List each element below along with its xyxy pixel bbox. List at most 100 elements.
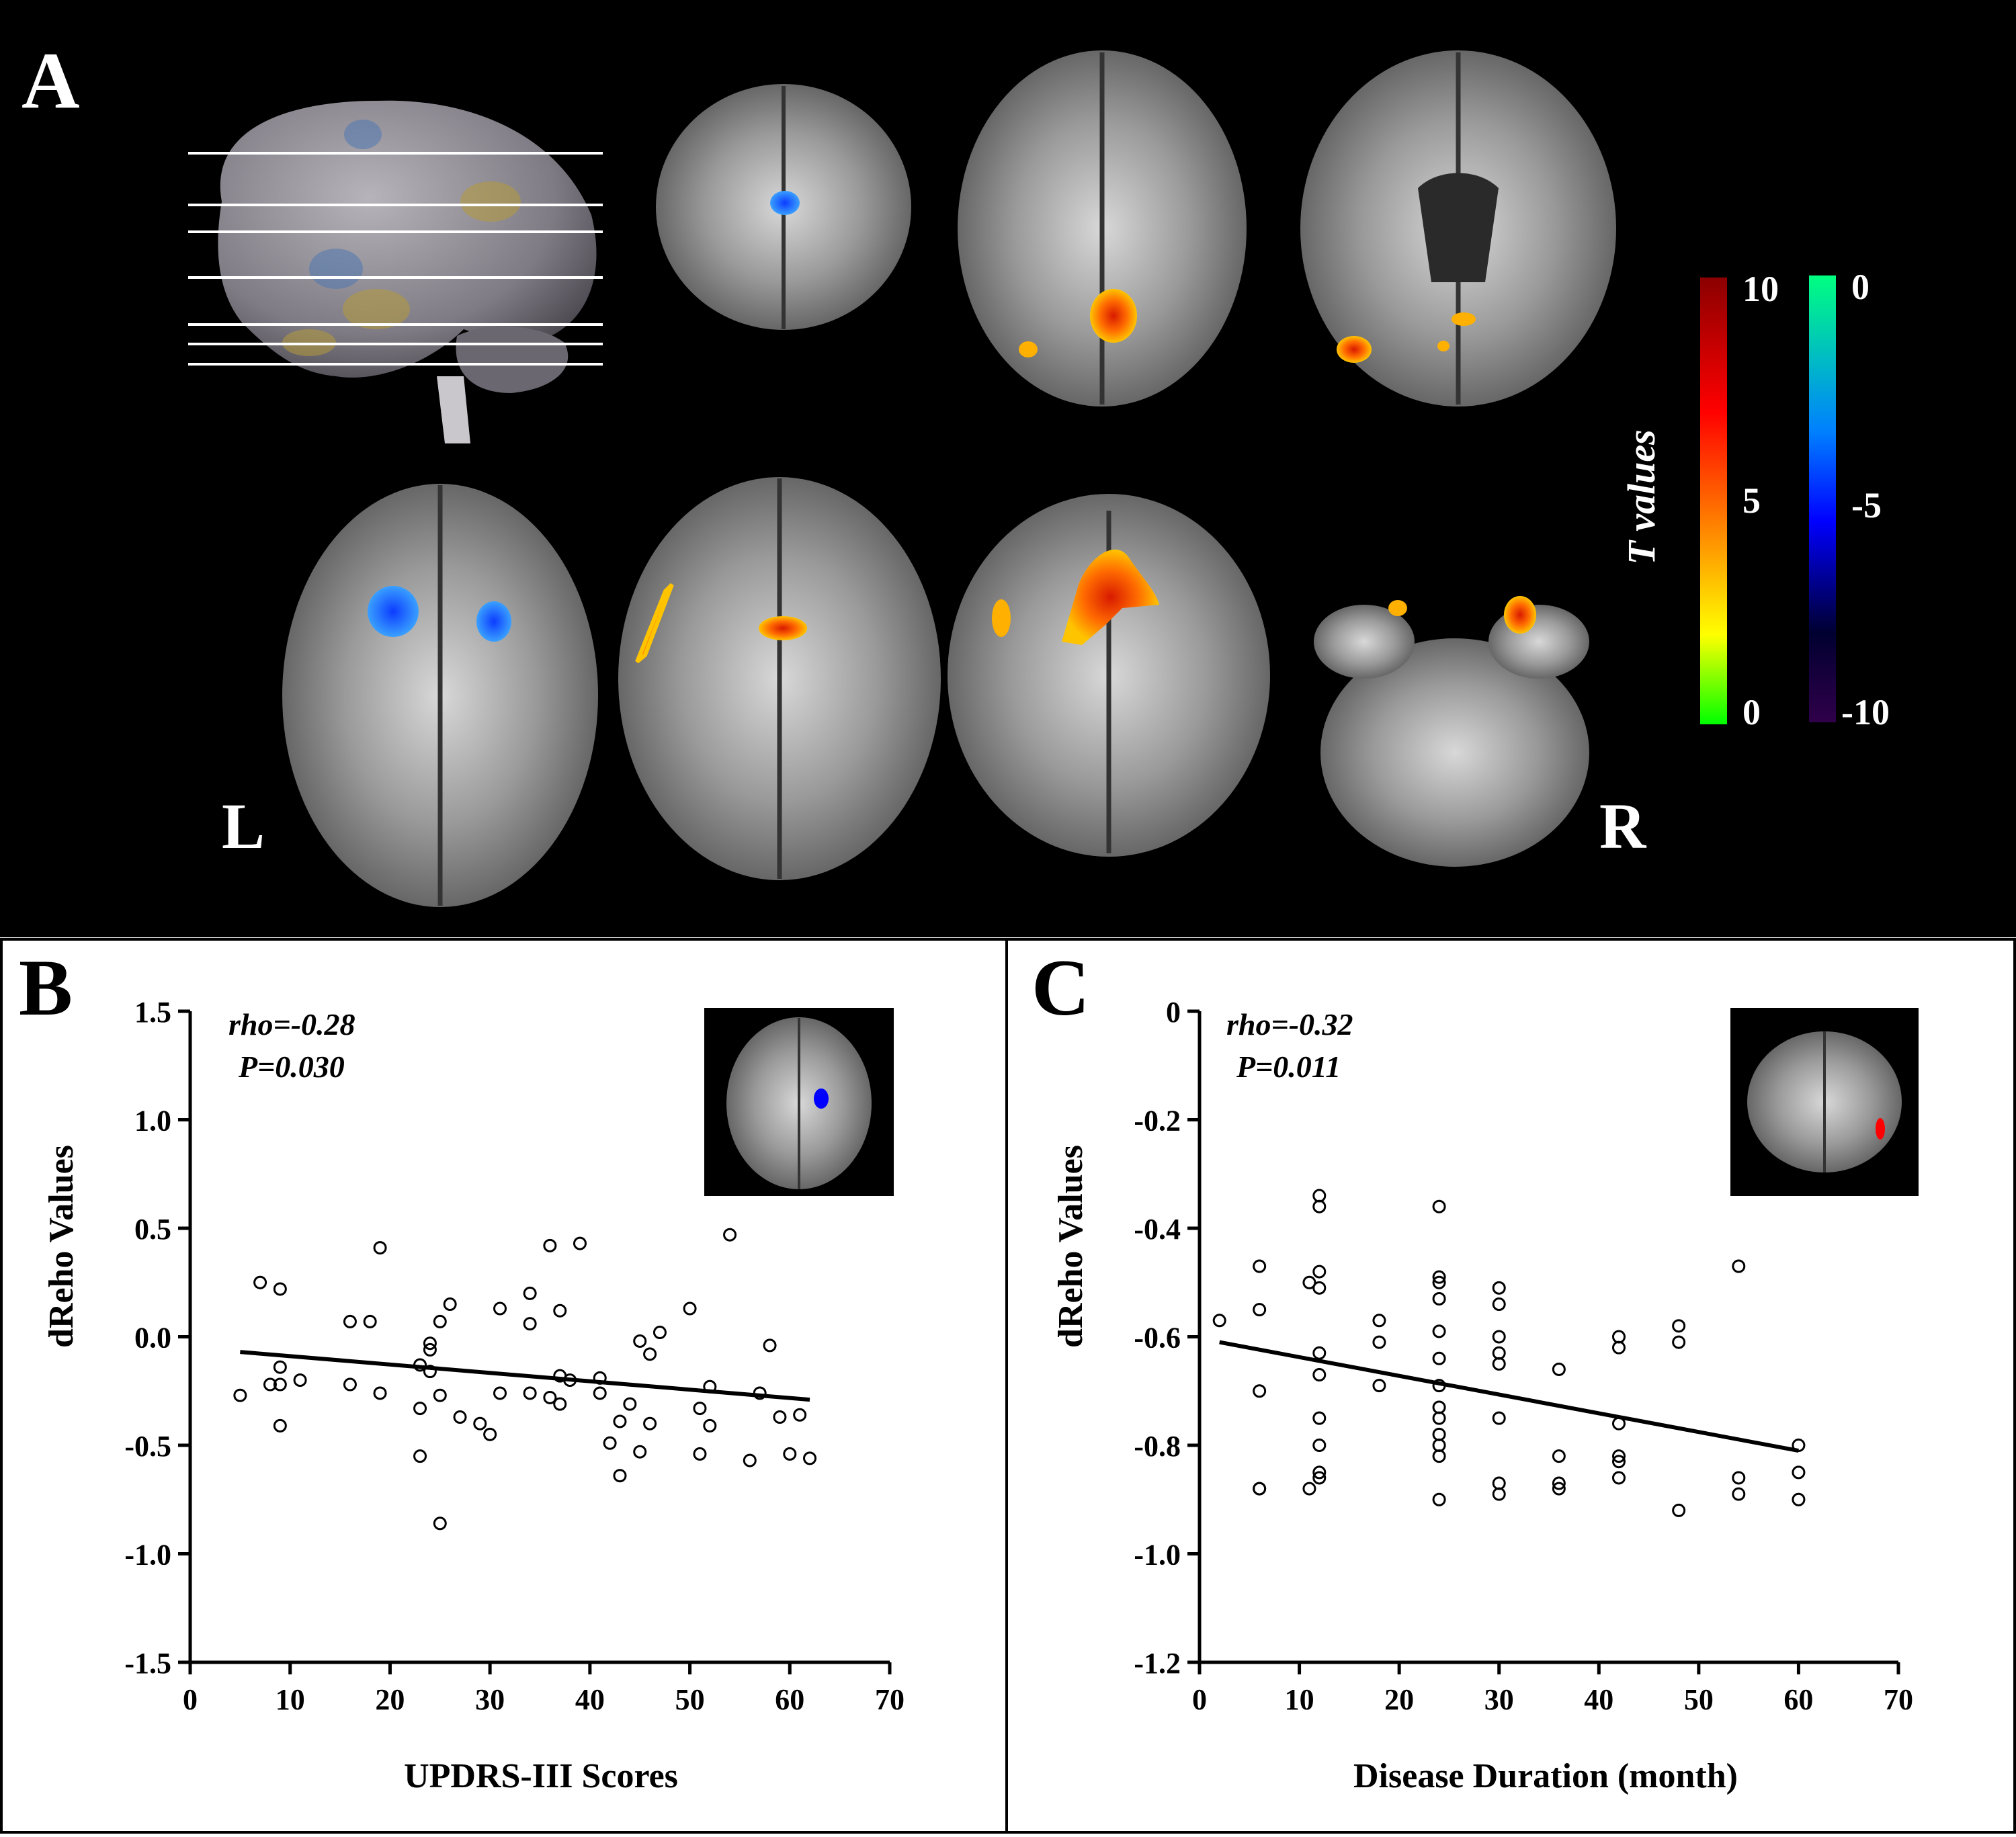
data-point [633, 1445, 647, 1459]
right-marker: R [1599, 790, 1647, 862]
data-point [253, 1275, 267, 1289]
data-point [1312, 1346, 1327, 1360]
x-axis-label: Disease Duration (month) [1353, 1757, 1738, 1795]
data-point [1792, 1492, 1806, 1506]
x-tick-label: 30 [475, 1683, 505, 1716]
data-point [1253, 1303, 1267, 1317]
data-point [603, 1436, 617, 1450]
panel-b-p: P=0.030 [238, 1050, 345, 1084]
colorbar-positive: 10 5 0 [1700, 269, 1779, 732]
data-point [1672, 1335, 1686, 1349]
y-tick-label: -1.2 [1134, 1647, 1181, 1680]
data-point [1312, 1199, 1327, 1213]
data-point [683, 1301, 697, 1316]
x-tick-label: 40 [575, 1683, 605, 1716]
panel-b-inset [704, 1008, 894, 1196]
data-point [1372, 1379, 1386, 1393]
data-point [643, 1416, 657, 1430]
y-axis-label: dReho Values [42, 1145, 81, 1348]
activation-cluster-positive [1388, 600, 1407, 616]
x-tick-label: 0 [1192, 1683, 1207, 1716]
y-tick-label: 0.0 [134, 1322, 171, 1355]
data-point [1492, 1281, 1506, 1295]
regression-line [1219, 1340, 1799, 1453]
data-point [1432, 1411, 1446, 1425]
data-point [1792, 1439, 1806, 1452]
data-point [573, 1236, 587, 1250]
y-tick-label: 1.5 [134, 996, 171, 1029]
data-point [1432, 1351, 1446, 1365]
x-tick-label: 50 [675, 1683, 705, 1716]
panel-b-label: B [19, 943, 73, 1032]
data-point [293, 1373, 307, 1387]
brain-3d-render [188, 100, 603, 443]
data-point [1552, 1476, 1566, 1490]
data-point [693, 1402, 707, 1416]
colorbar-tick: -10 [1841, 692, 1890, 732]
data-point [723, 1228, 737, 1242]
panel-c: C rho=-0.32 P=0.011 dReho Values Disease… [1005, 938, 2016, 1834]
data-point [273, 1282, 287, 1296]
data-point [543, 1390, 557, 1404]
colorbar-tick: -5 [1851, 485, 1882, 525]
brain-slice [1320, 638, 1589, 867]
data-point [1372, 1314, 1386, 1328]
y-tick-label: -1.0 [1134, 1539, 1181, 1572]
activation-cluster-negative [476, 601, 511, 642]
x-tick-label: 70 [1884, 1683, 1913, 1716]
data-point [1552, 1449, 1566, 1463]
data-point [413, 1402, 427, 1416]
data-point [763, 1338, 777, 1353]
data-point [483, 1427, 497, 1441]
y-tick-label: -0.5 [124, 1430, 171, 1463]
data-point [1253, 1384, 1267, 1398]
axial-slice-2 [958, 50, 1247, 407]
y-tick-label: -1.5 [124, 1647, 171, 1680]
y-axis-label: dReho Values [1052, 1145, 1090, 1348]
data-point [423, 1365, 437, 1379]
data-point [1312, 1439, 1327, 1452]
data-point [1612, 1471, 1626, 1485]
activation-cluster-positive [1337, 336, 1372, 363]
data-point [1312, 1281, 1327, 1295]
colorbar-negative: 0 -5 -10 [1809, 267, 1890, 732]
x-tick-label: 60 [1783, 1683, 1813, 1716]
data-point [523, 1317, 537, 1331]
y-tick-label: 0 [1166, 996, 1181, 1029]
y-tick-label: -1.0 [124, 1539, 171, 1572]
data-point [273, 1418, 287, 1433]
data-point [453, 1410, 467, 1424]
activation-cluster-positive [1437, 341, 1450, 351]
activation-cluster-positive [1504, 596, 1536, 634]
data-point [1212, 1314, 1226, 1328]
data-point [1732, 1471, 1746, 1485]
data-point [493, 1386, 507, 1400]
data-point [1312, 1368, 1327, 1382]
colorbar-positive-gradient [1700, 277, 1727, 724]
temporal-pole [1314, 605, 1415, 679]
activation-cluster-positive [759, 616, 807, 640]
data-point [1432, 1275, 1446, 1289]
data-point [373, 1386, 387, 1400]
data-point [1732, 1259, 1746, 1273]
regression-line [240, 1350, 810, 1402]
y-tick-label: -0.6 [1134, 1322, 1181, 1355]
axial-slice-3 [1300, 50, 1616, 407]
data-point [1492, 1411, 1506, 1425]
data-point [473, 1416, 487, 1430]
brainstem-shape [437, 376, 470, 443]
data-point [1253, 1259, 1267, 1273]
activation-cluster-positive [1452, 312, 1476, 326]
axial-slice-1 [656, 84, 911, 330]
data-point [1672, 1503, 1686, 1517]
data-point [423, 1336, 437, 1351]
activation-cluster-positive [1062, 549, 1159, 645]
x-tick-label: 20 [1384, 1683, 1414, 1716]
data-point [273, 1377, 287, 1392]
panel-c-rho: rho=-0.32 [1226, 1007, 1353, 1041]
y-tick-label: -0.4 [1134, 1213, 1181, 1246]
temporal-pole [1488, 605, 1589, 679]
y-tick-label: 1.0 [134, 1105, 171, 1138]
colorbar-tick: 0 [1851, 267, 1870, 307]
data-point [423, 1342, 437, 1357]
